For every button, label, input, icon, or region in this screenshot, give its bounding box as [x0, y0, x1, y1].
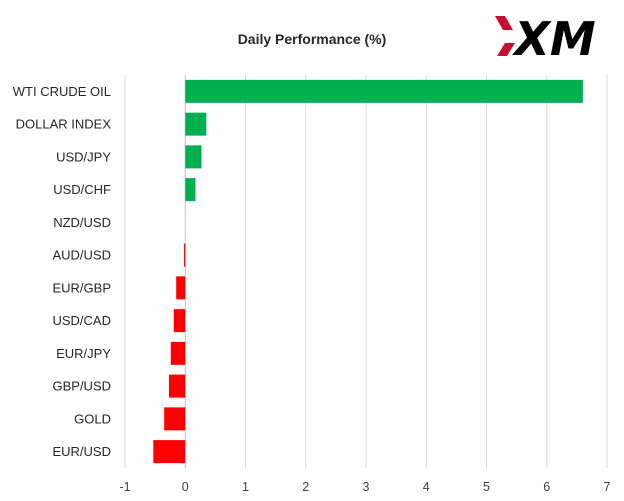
- bar-nzd-usd: [185, 210, 187, 234]
- logo-text: XM: [511, 12, 595, 66]
- x-tick-label: -1: [119, 480, 130, 494]
- x-tick-labels: -1 0 1 2 3 4 5 6 7: [119, 480, 610, 494]
- category-label: EUR/USD: [52, 444, 111, 459]
- bar-usd-chf: [185, 178, 196, 202]
- logo-accent-mark: [495, 16, 513, 30]
- bar-usd-cad: [173, 309, 186, 333]
- gridlines: [124, 75, 608, 468]
- x-tick-label: 6: [543, 480, 550, 494]
- logo-accent-mark-lower: [497, 43, 515, 56]
- category-label: NZD/USD: [53, 215, 111, 230]
- category-label: WTI CRUDE OIL: [13, 84, 111, 99]
- x-tick-label: 3: [363, 480, 370, 494]
- bar-eur-jpy: [170, 341, 186, 365]
- category-label: EUR/JPY: [56, 346, 111, 361]
- bar-dollar-index: [185, 112, 207, 136]
- category-label: USD/CAD: [52, 313, 111, 328]
- category-label: GOLD: [74, 411, 111, 426]
- bar-gold: [164, 407, 186, 431]
- chart-title: Daily Performance (%): [238, 31, 387, 47]
- x-tick-label: 4: [423, 480, 430, 494]
- category-label: USD/CHF: [53, 182, 111, 197]
- x-tick-label: 2: [302, 480, 309, 494]
- category-label: EUR/GBP: [52, 280, 111, 295]
- x-tick-label: 0: [182, 480, 189, 494]
- bar-eur-usd: [153, 440, 186, 464]
- x-tick-label: 5: [483, 480, 490, 494]
- category-label: DOLLAR INDEX: [16, 117, 112, 132]
- x-tick-label: 1: [242, 480, 249, 494]
- bar-gbp-usd: [168, 374, 186, 398]
- bar-usd-jpy: [185, 145, 202, 169]
- category-label: GBP/USD: [52, 379, 111, 394]
- bar-aud-usd: [184, 243, 186, 267]
- category-labels: WTI CRUDE OIL DOLLAR INDEX USD/JPY USD/CHF N…: [13, 84, 112, 459]
- bars: [153, 79, 583, 464]
- category-label: AUD/USD: [52, 248, 111, 263]
- category-label: USD/JPY: [56, 149, 111, 164]
- bar-wti-crude-oil: [185, 79, 583, 103]
- x-tick-label: 7: [604, 480, 611, 494]
- xm-logo: XM: [495, 12, 596, 66]
- bar-eur-gbp: [176, 276, 186, 300]
